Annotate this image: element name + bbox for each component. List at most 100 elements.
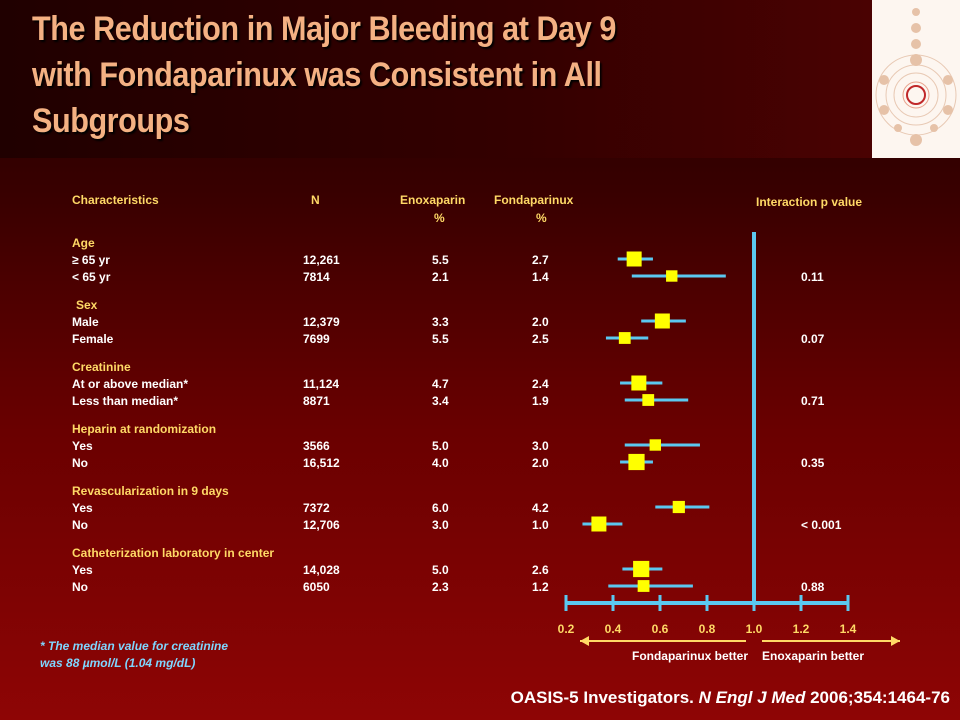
x-tick-label: 1.0	[746, 622, 763, 636]
header-fondaparinux-unit: %	[536, 211, 547, 225]
row-fondaparinux: 2.0	[532, 456, 549, 470]
row-enoxaparin: 2.1	[432, 270, 449, 284]
molecule-logo-icon	[875, 8, 957, 146]
row-fondaparinux: 2.0	[532, 315, 549, 329]
header-n: N	[311, 193, 320, 207]
group-label: Creatinine	[72, 360, 131, 374]
hr-box	[618, 332, 631, 344]
x-tick-label: 0.4	[605, 622, 622, 636]
row-enoxaparin: 2.3	[432, 580, 449, 594]
header-fondaparinux: Fondaparinux	[494, 193, 574, 207]
row-enoxaparin: 5.5	[432, 332, 449, 346]
arrowhead-icon	[891, 636, 900, 646]
row-n: 7814	[303, 270, 330, 284]
row-label: No	[72, 456, 88, 470]
row-n: 14,028	[303, 563, 340, 577]
hr-box	[672, 500, 685, 514]
hr-box	[666, 270, 678, 282]
group-label: Heparin at randomization	[72, 422, 216, 436]
row-fondaparinux: 4.2	[532, 501, 549, 515]
row-fondaparinux: 3.0	[532, 439, 549, 453]
row-n: 16,512	[303, 456, 340, 470]
hr-box	[591, 516, 607, 532]
row-fondaparinux: 2.5	[532, 332, 549, 346]
decorative-logo-panel	[872, 0, 960, 158]
row-n: 11,124	[303, 377, 339, 391]
row-n: 7699	[303, 332, 330, 346]
footnote-line: was 88 µmol/L (1.04 mg/dL)	[40, 656, 196, 670]
row-n: 12,261	[303, 253, 340, 267]
row-n: 8871	[303, 394, 330, 408]
plot-area: 0.2 0.4 0.6 0.8 1.0 1.2 1.4 Fondaparinux better…	[558, 232, 900, 663]
footnote: * The median value for creatinine was 88…	[40, 638, 340, 672]
row-fondaparinux: 1.9	[532, 394, 549, 408]
row-enoxaparin: 5.5	[432, 253, 449, 267]
citation: OASIS-5 Investigators. N Engl J Med 2006…	[511, 688, 950, 708]
row-n: 6050	[303, 580, 330, 594]
row-n: 12,379	[303, 315, 340, 329]
x-tick-label: 0.6	[652, 622, 669, 636]
row-label: At or above median*	[72, 377, 188, 391]
title-band	[0, 0, 872, 158]
title-line: The Reduction in Major Bleeding at Day 9	[32, 10, 616, 48]
group-label: Age	[72, 236, 95, 250]
citation-ref: 2006;354:1464-76	[810, 688, 950, 707]
group-label: Revascularization in 9 days	[72, 484, 229, 498]
interaction-p-value: 0.07	[801, 332, 825, 346]
row-n: 7372	[303, 501, 330, 515]
row-fondaparinux: 1.0	[532, 518, 549, 532]
hr-box	[626, 251, 642, 267]
x-tick-label: 1.2	[793, 622, 810, 636]
row-enoxaparin: 3.3	[432, 315, 449, 329]
row-n: 12,706	[303, 518, 340, 532]
hr-box	[633, 560, 650, 578]
row-enoxaparin: 5.0	[432, 439, 449, 453]
slide-title: The Reduction in Major Bleeding at Day 9…	[32, 6, 770, 144]
interaction-p-value: 0.88	[801, 580, 825, 594]
enoxaparin-better-label: Enoxaparin better	[762, 649, 864, 663]
row-enoxaparin: 6.0	[432, 501, 449, 515]
row-enoxaparin: 4.7	[432, 377, 449, 391]
row-enoxaparin: 5.0	[432, 563, 449, 577]
interaction-p-value: < 0.001	[801, 518, 842, 532]
row-label: ≥ 65 yr	[72, 253, 110, 267]
header-characteristics: Characteristics	[72, 193, 159, 207]
row-label: Yes	[72, 563, 93, 577]
table-rows: Age ≥ 65 yr 12,261 5.5 2.7 < 65 yr 7814 2.1 1.4 0…	[72, 236, 842, 594]
citation-journal: N Engl J Med	[698, 688, 806, 707]
row-enoxaparin: 3.4	[432, 394, 449, 408]
title-line: with Fondaparinux was Consistent in All	[32, 56, 602, 94]
row-label: Yes	[72, 439, 93, 453]
hr-box	[628, 453, 645, 471]
header-interaction-p: Interaction p value	[756, 195, 862, 209]
interaction-p-value: 0.71	[801, 394, 825, 408]
row-label: No	[72, 580, 88, 594]
title-line: Subgroups	[32, 102, 190, 140]
header-enoxaparin: Enoxaparin	[400, 193, 465, 207]
row-fondaparinux: 1.4	[532, 270, 549, 284]
row-fondaparinux: 2.4	[532, 377, 549, 391]
row-label: Yes	[72, 501, 93, 515]
row-label: No	[72, 518, 88, 532]
x-tick-label: 0.2	[558, 622, 575, 636]
hr-box	[654, 313, 670, 329]
group-label: Sex	[76, 298, 98, 312]
row-label: < 65 yr	[72, 270, 111, 284]
hr-box	[649, 439, 661, 451]
row-fondaparinux: 1.2	[532, 580, 549, 594]
row-label: Less than median*	[72, 394, 178, 408]
hr-box	[631, 375, 647, 391]
x-tick-label: 0.8	[699, 622, 716, 636]
interaction-p-value: 0.11	[801, 270, 824, 284]
row-n: 3566	[303, 439, 330, 453]
row-label: Male	[72, 315, 99, 329]
row-enoxaparin: 4.0	[432, 456, 449, 470]
arrowhead-icon	[580, 636, 589, 646]
row-fondaparinux: 2.6	[532, 563, 549, 577]
x-tick-label: 1.4	[840, 622, 857, 636]
row-label: Female	[72, 332, 114, 346]
row-fondaparinux: 2.7	[532, 253, 549, 267]
footnote-line: * The median value for creatinine	[40, 639, 229, 653]
fondaparinux-better-label: Fondaparinux better	[632, 649, 748, 663]
hr-box	[637, 580, 650, 592]
